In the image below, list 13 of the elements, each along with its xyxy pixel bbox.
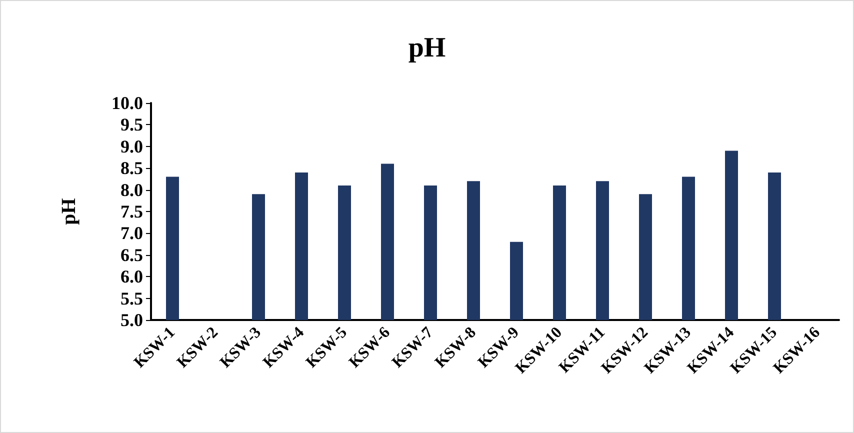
y-tick-label: 9.5 (120, 114, 143, 135)
y-tick-label: 9.0 (120, 136, 143, 156)
y-tick-label: 7.0 (120, 223, 143, 244)
chart-title: pH (408, 32, 446, 64)
y-tick-label: 5.5 (120, 288, 143, 308)
y-tick-label: 10.0 (112, 93, 143, 113)
y-tick-label: 5.0 (120, 310, 143, 330)
y-tick-label: 8.0 (120, 180, 143, 200)
y-tick-label: 6.0 (120, 266, 143, 287)
y-axis-title: pH (58, 198, 80, 225)
y-tick-label: 7.5 (120, 202, 143, 222)
y-tick-label: 8.5 (120, 158, 143, 178)
y-tick-label: 6.5 (120, 244, 143, 265)
